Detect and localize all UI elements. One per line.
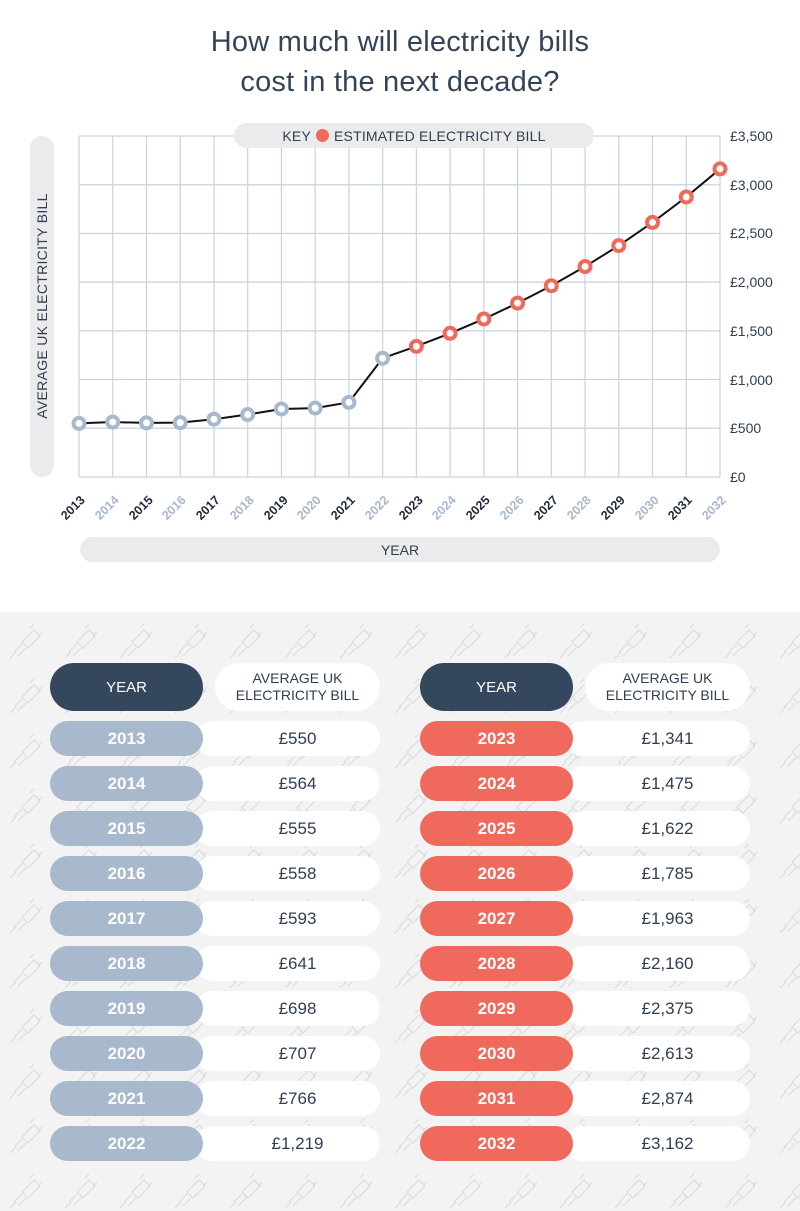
- data-point-2027: [543, 278, 559, 294]
- table-cell-year: 2014: [50, 766, 203, 801]
- table-header-bill: AVERAGE UK ELECTRICITY BILL: [585, 663, 750, 711]
- chart-title: How much will electricity bills cost in …: [0, 22, 800, 102]
- data-point-2028: [577, 259, 593, 275]
- table-cell-bill: £550: [195, 721, 380, 756]
- table-cell-year: 2023: [420, 721, 573, 756]
- legend-prefix: KEY: [282, 127, 311, 144]
- table-cell-bill: £593: [195, 901, 380, 936]
- table-cell-year: 2025: [420, 811, 573, 846]
- table-cell-bill: £1,341: [565, 721, 750, 756]
- table-cell-year: 2027: [420, 901, 573, 936]
- y-tick-label: £3,500: [730, 128, 773, 144]
- table-cell-bill: £2,874: [565, 1081, 750, 1116]
- table-cell-year: 2013: [50, 721, 203, 756]
- legend-label: ESTIMATED ELECTRICITY BILL: [334, 127, 546, 144]
- data-point-2030: [645, 214, 661, 230]
- table-cell-bill: £3,162: [565, 1126, 750, 1161]
- table-cell-bill: £1,963: [565, 901, 750, 936]
- data-point-2016: [172, 415, 188, 431]
- table-cell-bill: £766: [195, 1081, 380, 1116]
- table-cell-year: 2028: [420, 946, 573, 981]
- table-cell-bill: £641: [195, 946, 380, 981]
- table-cell-bill: £2,375: [565, 991, 750, 1026]
- table-cell-year: 2016: [50, 856, 203, 891]
- data-point-2020: [307, 400, 323, 416]
- table-cell-bill: £2,613: [565, 1036, 750, 1071]
- table-cell-year: 2032: [420, 1126, 573, 1161]
- data-point-2022: [375, 350, 391, 366]
- table-cell-bill: £1,219: [195, 1126, 380, 1161]
- line-chart: [71, 135, 728, 478]
- table-cell-bill: £2,160: [565, 946, 750, 981]
- table-cell-year: 2019: [50, 991, 203, 1026]
- data-point-2029: [611, 238, 627, 254]
- data-point-2032: [712, 161, 728, 177]
- series-line: [78, 168, 721, 425]
- y-tick-label: £0: [730, 469, 746, 485]
- table-cell-year: 2020: [50, 1036, 203, 1071]
- data-point-2031: [678, 189, 694, 205]
- x-axis-label: YEAR: [380, 541, 420, 558]
- table-cell-year: 2029: [420, 991, 573, 1026]
- data-point-2015: [138, 415, 154, 431]
- data-point-2013: [71, 415, 87, 431]
- table-cell-bill: £564: [195, 766, 380, 801]
- x-axis-label-pill: YEAR: [80, 537, 720, 562]
- data-point-2024: [442, 325, 458, 341]
- table-cell-bill: £1,785: [565, 856, 750, 891]
- data-point-2019: [273, 401, 289, 417]
- data-point-2025: [476, 311, 492, 327]
- table-cell-year: 2031: [420, 1081, 573, 1116]
- y-tick-label: £500: [730, 420, 762, 437]
- data-point-2026: [510, 295, 526, 311]
- table-cell-bill: £707: [195, 1036, 380, 1071]
- table-header-bill: AVERAGE UK ELECTRICITY BILL: [215, 663, 380, 711]
- title-line-2: cost in the next decade?: [240, 66, 560, 98]
- table-cell-bill: £558: [195, 856, 380, 891]
- table-header-year: YEAR: [50, 663, 203, 711]
- table-cell-year: 2017: [50, 901, 203, 936]
- table-cell-year: 2022: [50, 1126, 203, 1161]
- legend: KEY ESTIMATED ELECTRICITY BILL: [234, 123, 594, 148]
- table-cell-bill: £1,475: [565, 766, 750, 801]
- y-tick-label: £2,500: [730, 225, 773, 242]
- legend-estimated-dot-icon: [316, 129, 329, 142]
- data-point-2023: [408, 338, 424, 354]
- table-cell-year: 2021: [50, 1081, 203, 1116]
- table-cell-bill: £555: [195, 811, 380, 846]
- y-tick-label: £1,000: [730, 371, 773, 388]
- table-cell-year: 2026: [420, 856, 573, 891]
- data-point-2014: [105, 414, 121, 430]
- y-tick-label: £1,500: [730, 322, 773, 339]
- y-axis-label-pill: [30, 136, 54, 477]
- table-cell-year: 2030: [420, 1036, 573, 1071]
- y-tick-label: £2,000: [730, 274, 773, 291]
- y-tick-label: £3,000: [730, 176, 773, 193]
- table-cell-year: 2024: [420, 766, 573, 801]
- data-point-2018: [240, 407, 256, 423]
- table-cell-year: 2015: [50, 811, 203, 846]
- table-cell-bill: £1,622: [565, 811, 750, 846]
- table-cell-year: 2018: [50, 946, 203, 981]
- data-point-2017: [206, 411, 222, 427]
- data-point-2021: [341, 394, 357, 410]
- title-line-1: How much will electricity bills: [210, 26, 590, 58]
- table-cell-bill: £698: [195, 991, 380, 1026]
- table-header-year: YEAR: [420, 663, 573, 711]
